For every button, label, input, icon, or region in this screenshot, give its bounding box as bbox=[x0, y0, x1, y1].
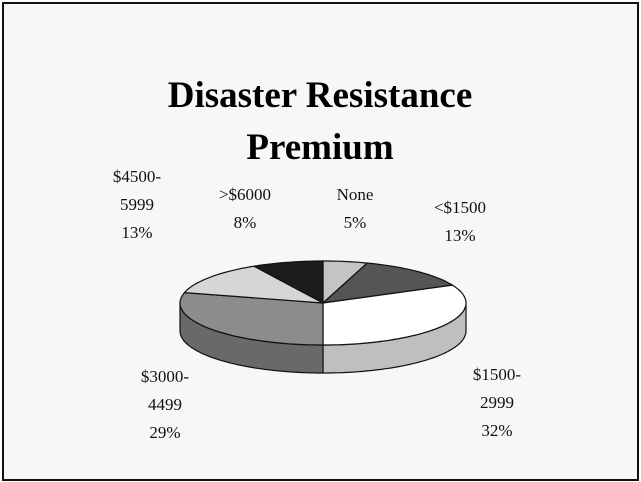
slice-label: >$6000 bbox=[219, 185, 271, 204]
slice-value-label: 32% bbox=[481, 421, 512, 440]
slice-value-label: 13% bbox=[444, 226, 475, 245]
pie-slice bbox=[252, 260, 324, 305]
pie-slice bbox=[179, 291, 324, 346]
slice-label: <$1500 bbox=[434, 198, 486, 217]
pie-slice bbox=[321, 262, 455, 304]
pie-slice bbox=[183, 265, 324, 304]
slice-value-label: 13% bbox=[121, 223, 152, 242]
slice-label: $4500-5999 bbox=[113, 167, 162, 214]
slice-value-label: 8% bbox=[234, 213, 257, 232]
pie-slice bbox=[322, 284, 467, 346]
slice-label: None bbox=[337, 185, 374, 204]
slice-label: $3000-4499 bbox=[141, 367, 190, 414]
slice-label: $1500-2999 bbox=[473, 365, 522, 412]
chart-title: Disaster Resistance Premium bbox=[167, 75, 473, 168]
slice-value-label: 5% bbox=[344, 213, 367, 232]
slice-value-label: 29% bbox=[149, 423, 180, 442]
